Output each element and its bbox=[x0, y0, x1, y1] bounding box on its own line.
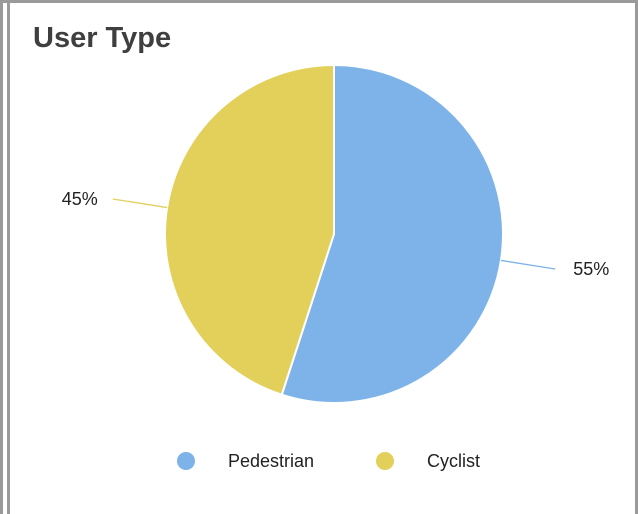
legend-item-pedestrian: Pedestrian bbox=[177, 451, 314, 471]
legend-label-cyclist: Cyclist bbox=[427, 451, 480, 471]
legend-marker-cyclist bbox=[376, 452, 394, 470]
pie-value-labels: 55% 45% bbox=[62, 189, 610, 279]
pie-slice-pedestrian bbox=[280, 63, 504, 404]
pie-slice-cyclist bbox=[163, 63, 335, 396]
chart-title: User Type bbox=[33, 22, 172, 54]
leader-line-cyclist bbox=[112, 198, 168, 209]
chart-legend: Pedestrian Cyclist bbox=[177, 451, 480, 471]
legend-label-pedestrian: Pedestrian bbox=[228, 451, 314, 471]
legend-marker-pedestrian bbox=[177, 452, 195, 470]
value-label-cyclist: 45% bbox=[62, 189, 98, 209]
pie-leader-lines bbox=[112, 198, 556, 270]
leader-line-pedestrian bbox=[500, 259, 556, 270]
panel-left-border bbox=[7, 3, 10, 514]
pie-slices bbox=[163, 63, 504, 404]
legend-item-cyclist: Cyclist bbox=[376, 451, 480, 471]
value-label-pedestrian: 55% bbox=[573, 259, 609, 279]
